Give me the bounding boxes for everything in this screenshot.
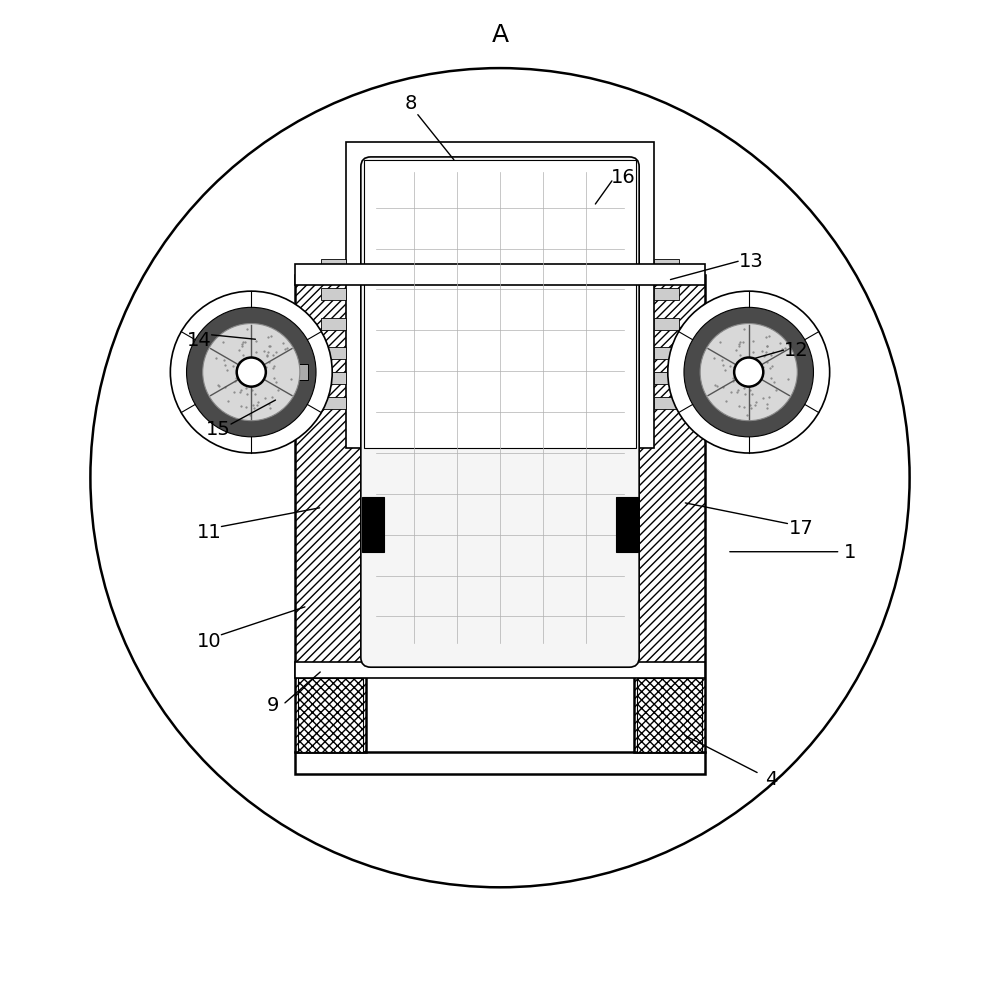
Circle shape <box>237 358 266 387</box>
Bar <box>654 318 679 330</box>
Bar <box>295 663 705 678</box>
Circle shape <box>203 324 300 421</box>
Bar <box>637 678 702 752</box>
Bar <box>654 397 679 409</box>
Bar <box>321 348 346 360</box>
Bar <box>654 289 679 301</box>
Circle shape <box>187 308 316 438</box>
Bar <box>321 318 346 330</box>
Circle shape <box>700 324 797 421</box>
Bar <box>295 276 366 752</box>
Bar <box>654 348 679 360</box>
Bar <box>634 276 705 752</box>
Text: 16: 16 <box>611 168 636 187</box>
Text: 15: 15 <box>206 419 231 439</box>
Text: 9: 9 <box>267 695 279 715</box>
Text: 8: 8 <box>405 94 417 113</box>
Text: A: A <box>491 23 509 46</box>
Text: 4: 4 <box>765 769 778 789</box>
Text: 14: 14 <box>187 330 211 350</box>
Text: 12: 12 <box>784 340 808 360</box>
Bar <box>295 264 705 286</box>
Circle shape <box>668 292 830 454</box>
Text: 10: 10 <box>197 631 221 651</box>
Bar <box>362 498 384 552</box>
Text: 1: 1 <box>844 542 857 562</box>
Bar <box>616 498 638 552</box>
Text: 13: 13 <box>739 251 764 271</box>
Bar <box>616 449 634 651</box>
Bar <box>366 449 384 651</box>
Bar <box>321 289 346 301</box>
Bar <box>321 397 346 409</box>
Circle shape <box>734 358 763 387</box>
Bar <box>295 276 366 752</box>
Bar <box>654 259 679 271</box>
Bar <box>298 678 363 752</box>
Bar <box>364 161 636 449</box>
Bar <box>267 365 308 381</box>
Bar <box>637 678 702 752</box>
Text: 11: 11 <box>196 523 221 542</box>
Bar <box>321 373 346 385</box>
Circle shape <box>170 292 332 454</box>
Bar <box>366 651 634 663</box>
Bar <box>634 276 705 752</box>
Bar <box>733 365 773 381</box>
Bar <box>321 259 346 271</box>
Bar <box>346 143 654 449</box>
Bar <box>654 373 679 385</box>
Text: 17: 17 <box>789 518 813 537</box>
Circle shape <box>684 308 813 438</box>
FancyBboxPatch shape <box>361 158 639 668</box>
Bar <box>295 752 705 774</box>
Bar <box>298 678 363 752</box>
